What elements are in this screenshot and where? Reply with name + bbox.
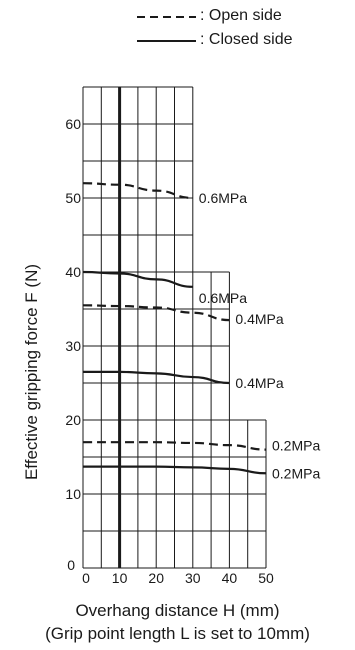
series-label-closed-0.2mpa: 0.2MPa xyxy=(272,465,320,481)
x-tick-label: 30 xyxy=(185,570,201,586)
y-tick-label: 0 xyxy=(67,557,75,573)
series-label-closed-0.4mpa: 0.4MPa xyxy=(235,375,283,391)
x-tick-label: 40 xyxy=(222,570,238,586)
y-tick-label: 50 xyxy=(65,190,81,206)
series-label-open-0.2mpa: 0.2MPa xyxy=(272,438,320,454)
y-tick-label: 40 xyxy=(65,264,81,280)
series-line-closed-0.6mpa xyxy=(82,270,193,288)
x-tick-label: 10 xyxy=(112,570,128,586)
y-tick-label: 30 xyxy=(65,338,81,354)
chart-note: (Grip point length L is set to 10mm) xyxy=(45,624,310,643)
series-line-open-0.4mpa xyxy=(82,304,230,322)
x-tick-label: 0 xyxy=(82,570,90,586)
y-tick-label: 20 xyxy=(65,412,81,428)
chart-series-labels: 0.6MPa 0.6MPa 0.4MPa 0.4MPa 0.2MPa 0.2MPa xyxy=(199,190,321,481)
series-line-closed-0.4mpa xyxy=(83,370,230,385)
chart-tick-labels: 0 10 20 30 40 50 0 10 20 30 40 50 60 xyxy=(65,116,274,586)
y-tick-label: 60 xyxy=(65,116,81,132)
chart-series xyxy=(82,182,267,475)
legend-label-closed-side: : Closed side xyxy=(200,31,293,48)
y-axis-label: Effective gripping force F (N) xyxy=(22,263,41,481)
series-label-closed-0.6mpa: 0.6MPa xyxy=(199,290,247,306)
legend-label-open-side: : Open side xyxy=(200,7,282,24)
series-label-open-0.4mpa: 0.4MPa xyxy=(235,311,283,327)
x-tick-label: 50 xyxy=(258,570,274,586)
chart-legend xyxy=(137,16,196,42)
x-axis-label: Overhang distance H (mm) xyxy=(75,601,280,620)
x-tick-label: 20 xyxy=(148,570,164,586)
series-label-open-0.6mpa: 0.6MPa xyxy=(199,190,247,206)
series-line-open-0.2mpa xyxy=(82,441,267,451)
chart-grid xyxy=(82,86,267,569)
y-tick-label: 10 xyxy=(65,486,81,502)
series-line-open-0.6mpa xyxy=(82,182,193,200)
series-line-closed-0.2mpa xyxy=(83,465,267,475)
